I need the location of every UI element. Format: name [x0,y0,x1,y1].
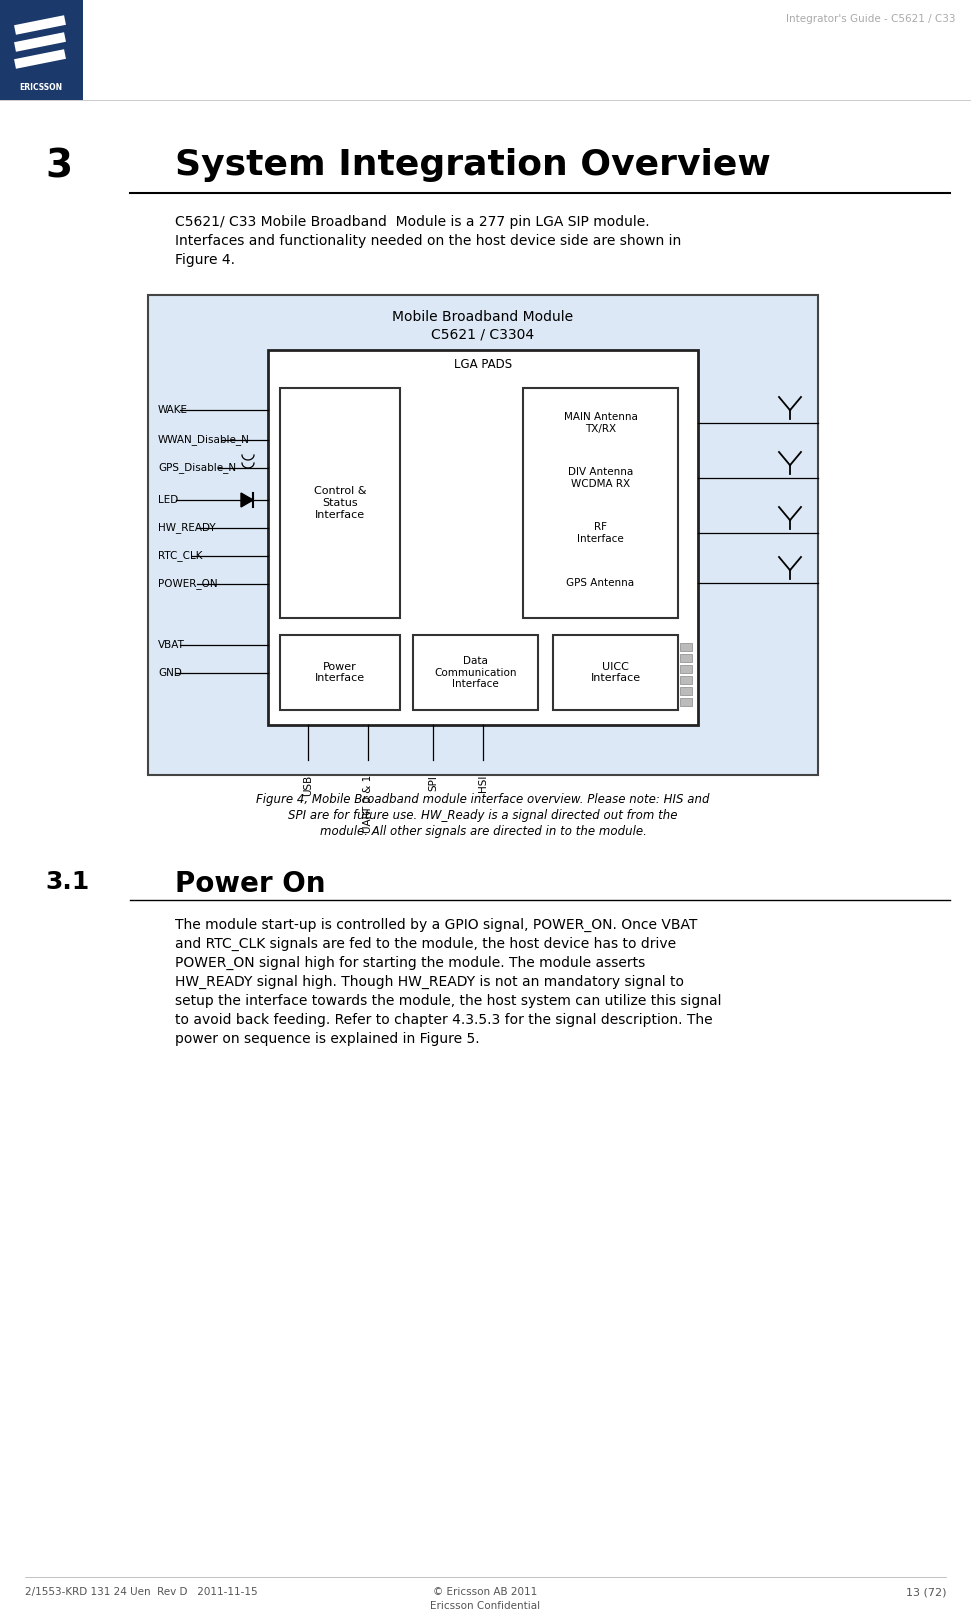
Text: Figure 4.: Figure 4. [175,253,235,267]
Bar [148,295,818,774]
Text: MAIN Antenna
TX/RX: MAIN Antenna TX/RX [563,412,637,433]
Text: HW_READY: HW_READY [158,523,216,533]
Text: UICC
Interface: UICC Interface [590,662,641,683]
Polygon shape [241,493,253,507]
Text: HSI: HSI [478,774,488,792]
Text: 13 (72): 13 (72) [906,1587,946,1597]
Text: GPS_Disable_N: GPS_Disable_N [158,462,236,473]
Bar [268,349,698,724]
Text: Mobile Broadband Module: Mobile Broadband Module [392,311,574,324]
Text: 3: 3 [45,148,72,187]
Text: WWAN_Disable_N: WWAN_Disable_N [158,435,250,446]
Text: module. All other signals are directed in to the module.: module. All other signals are directed i… [319,824,647,837]
Text: and RTC_CLK signals are fed to the module, the host device has to drive: and RTC_CLK signals are fed to the modul… [175,937,676,952]
Text: Interfaces and functionality needed on the host device side are shown in: Interfaces and functionality needed on t… [175,233,682,248]
Bar [680,654,692,662]
Text: LGA PADS: LGA PADS [453,357,512,370]
Text: Ericsson Confidential: Ericsson Confidential [430,1600,540,1610]
Text: 2/1553-KRD 131 24 Uen  Rev D   2011-11-15: 2/1553-KRD 131 24 Uen Rev D 2011-11-15 [25,1587,257,1597]
Text: © Ericsson AB 2011: © Ericsson AB 2011 [433,1587,537,1597]
Text: ERICSSON: ERICSSON [19,84,62,92]
Text: POWER_ON: POWER_ON [158,578,218,589]
Text: Data
Communication
Interface: Data Communication Interface [434,655,517,689]
Text: LED: LED [158,494,179,506]
Bar [280,388,400,618]
Text: WAKE: WAKE [158,406,188,415]
Text: Control &
Status
Interface: Control & Status Interface [314,486,366,520]
Bar [280,634,400,710]
Bar [523,388,678,618]
Text: C5621 / C3304: C5621 / C3304 [431,327,535,341]
Text: Integrator's Guide - C5621 / C33: Integrator's Guide - C5621 / C33 [786,14,955,24]
Text: GPS Antenna: GPS Antenna [566,578,635,588]
Text: UART 0 & 1: UART 0 & 1 [363,774,373,834]
Text: System Integration Overview: System Integration Overview [175,148,771,182]
Text: Figure 4, Mobile Broadband module interface overview. Please note: HIS and: Figure 4, Mobile Broadband module interf… [256,794,710,807]
Text: POWER_ON signal high for starting the module. The module asserts: POWER_ON signal high for starting the mo… [175,956,646,971]
Text: RTC_CLK: RTC_CLK [158,551,203,562]
Bar [0,0,83,100]
Text: SPI: SPI [428,774,438,791]
Text: power on sequence is explained in Figure 5.: power on sequence is explained in Figure… [175,1032,480,1046]
Text: Power
Interface: Power Interface [315,662,365,683]
Text: HW_READY signal high. Though HW_READY is not an mandatory signal to: HW_READY signal high. Though HW_READY is… [175,976,684,989]
Bar [680,665,692,673]
Text: RF
Interface: RF Interface [577,522,624,544]
Bar [413,634,538,710]
Text: VBAT: VBAT [158,641,184,650]
Bar [680,642,692,650]
Text: SPI are for future use. HW_Ready is a signal directed out from the: SPI are for future use. HW_Ready is a si… [288,808,678,823]
Text: setup the interface towards the module, the host system can utilize this signal: setup the interface towards the module, … [175,993,721,1008]
Text: The module start-up is controlled by a GPIO signal, POWER_ON. Once VBAT: The module start-up is controlled by a G… [175,918,697,932]
Text: to avoid back feeding. Refer to chapter 4.3.5.3 for the signal description. The: to avoid back feeding. Refer to chapter … [175,1013,713,1027]
Text: C5621/ C33 Mobile Broadband  Module is a 277 pin LGA SIP module.: C5621/ C33 Mobile Broadband Module is a … [175,216,650,229]
Text: GND: GND [158,668,182,678]
Bar [680,687,692,696]
Bar [680,699,692,707]
Text: DIV Antenna
WCDMA RX: DIV Antenna WCDMA RX [568,467,633,489]
Text: USB: USB [303,774,313,797]
Bar [553,634,678,710]
Bar [680,676,692,684]
Text: Power On: Power On [175,869,325,898]
Text: 3.1: 3.1 [45,869,89,894]
